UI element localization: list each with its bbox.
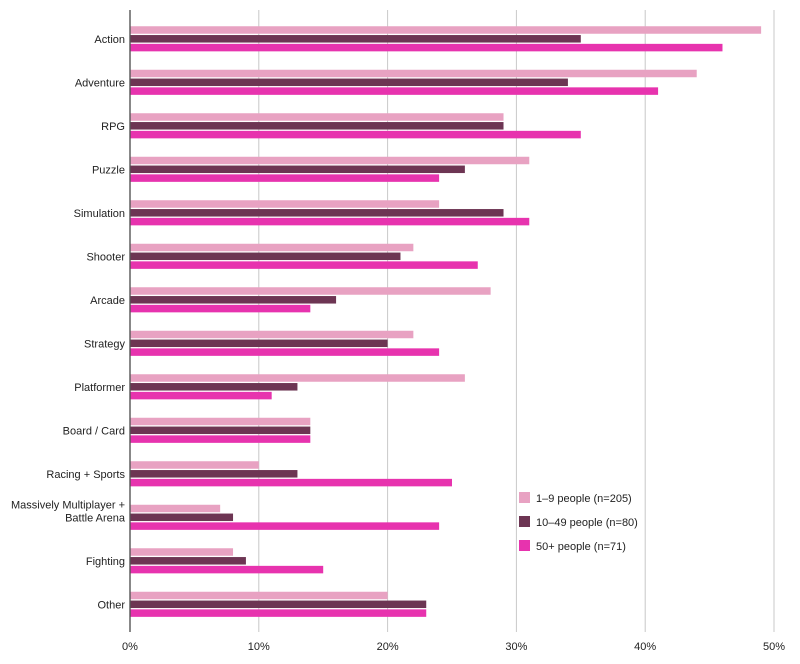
bar: [130, 78, 568, 87]
bar: [130, 391, 272, 400]
category-label: Arcade: [90, 295, 125, 307]
bar: [130, 165, 465, 174]
bar: [130, 209, 504, 217]
bars: [130, 26, 762, 617]
bar: [130, 217, 530, 226]
x-tick-label: 30%: [505, 641, 527, 653]
bar: [130, 156, 530, 165]
grid-lines: [258, 10, 775, 632]
bar: [130, 304, 311, 313]
legend: 1–9 people (n=205) 10–49 people (n=80) 50+…: [519, 492, 638, 553]
x-tick-label: 50%: [763, 641, 785, 653]
bar: [130, 565, 324, 574]
bar: [130, 122, 504, 130]
legend-label: 10–49 people (n=80): [536, 517, 638, 529]
bar: [130, 374, 465, 382]
category-label: Racing + Sports: [46, 469, 125, 481]
x-tick-label: 40%: [634, 641, 656, 653]
legend-label: 50+ people (n=71): [536, 541, 626, 553]
bar: [130, 113, 504, 121]
bar: [130, 130, 581, 139]
bar: [130, 69, 697, 78]
bar: [130, 461, 259, 469]
bar: [130, 243, 414, 252]
bar: [130, 478, 452, 487]
bar: [130, 417, 311, 426]
bar: [130, 600, 427, 609]
category-label: Simulation: [74, 208, 125, 220]
bar: [130, 287, 491, 295]
category-label: Strategy: [84, 338, 125, 350]
bar: [130, 261, 478, 269]
bar: [130, 557, 246, 565]
bar: [130, 43, 723, 52]
bar: [130, 383, 298, 391]
bar: [130, 174, 440, 182]
bar: [130, 339, 388, 348]
category-label: Fighting: [86, 556, 125, 568]
bar: [130, 35, 581, 43]
bar: [130, 348, 440, 356]
bar: [130, 252, 401, 261]
bar: [130, 609, 427, 617]
bar: [130, 470, 298, 478]
category-labels: Action Adventure RPG Puzzle Simulation Shoote…: [11, 34, 126, 611]
bar: [130, 548, 234, 556]
category-label: Other: [97, 599, 125, 611]
category-label: Adventure: [75, 77, 125, 89]
bar: [130, 330, 414, 339]
category-label: Shooter: [86, 251, 125, 263]
category-label: Action: [94, 34, 125, 46]
category-label: Board / Card: [63, 425, 125, 437]
bar: [130, 513, 234, 522]
legend-label: 1–9 people (n=205): [536, 493, 632, 505]
bar: [130, 26, 762, 34]
legend-swatch: [519, 516, 530, 527]
bar: [130, 296, 337, 304]
bar: [130, 504, 221, 513]
category-label: Massively Multiplayer + Battle Arena: [11, 499, 126, 524]
bar: [130, 426, 311, 435]
bar: [130, 200, 440, 208]
bar: [130, 522, 440, 530]
bar: [130, 591, 388, 600]
legend-swatch: [519, 492, 530, 503]
bar: [130, 435, 311, 443]
category-label: Puzzle: [92, 164, 125, 176]
bar: [130, 87, 659, 95]
x-tick-label: 20%: [377, 641, 399, 653]
legend-swatch: [519, 540, 530, 551]
x-tick-label: 10%: [248, 641, 270, 653]
x-tick-label: 0%: [122, 641, 138, 653]
x-tick-labels: 0% 10% 20% 30% 40% 50%: [122, 641, 785, 653]
category-label: Platformer: [74, 382, 125, 394]
category-label: RPG: [101, 121, 125, 133]
